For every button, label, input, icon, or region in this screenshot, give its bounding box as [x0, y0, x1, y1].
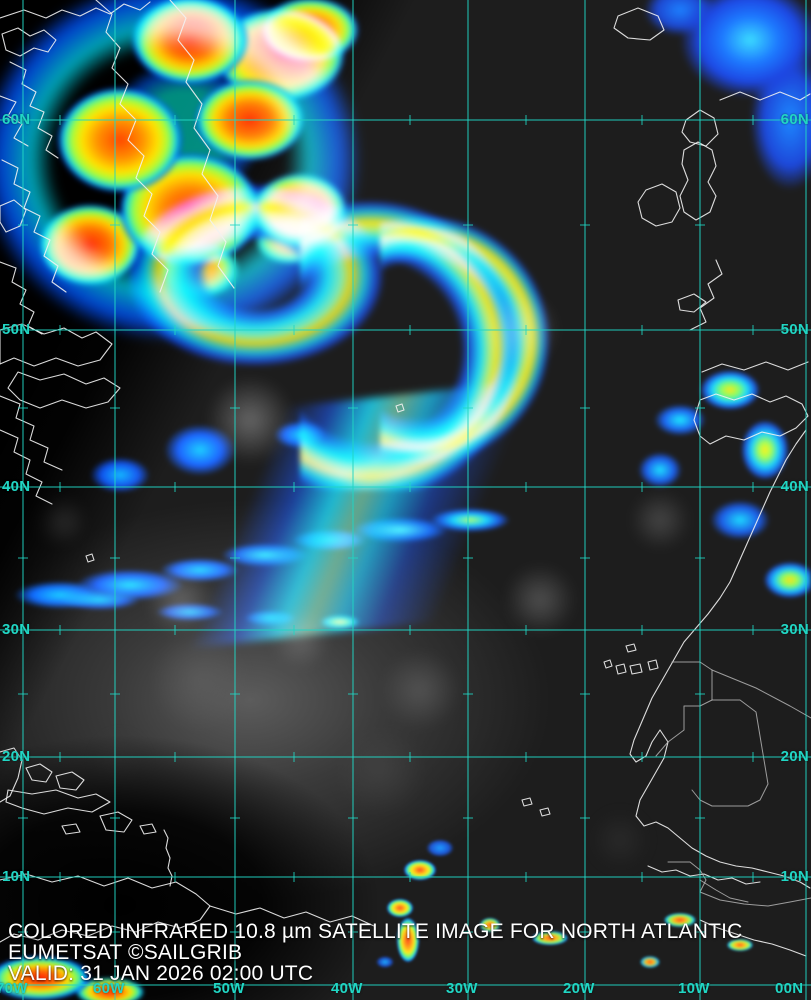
- lat-label-right-30n: 30N: [780, 621, 809, 638]
- caption-source: EUMETSAT ©SAILGRIB: [8, 941, 243, 964]
- lat-label-right-50n: 50N: [780, 321, 809, 338]
- lat-label-left-20n: 20N: [2, 748, 31, 765]
- lat-label-left-50n: 50N: [2, 321, 31, 338]
- lon-label-40w: 40W: [331, 980, 363, 997]
- lon-label-20w: 20W: [563, 980, 595, 997]
- itcz-convection-cluster: [330, 830, 630, 1000]
- lat-label-right-60n: 60N: [780, 111, 809, 128]
- lon-label-30w: 30W: [446, 980, 478, 997]
- lat-label-right-40n: 40N: [780, 478, 809, 495]
- lat-label-left-60n: 60N: [2, 111, 31, 128]
- lon-label-50w: 50W: [213, 980, 245, 997]
- caption-title: COLORED INFRARED 10.8 µm SATELLITE IMAGE…: [8, 920, 743, 943]
- north-of-scotland-cloud: [640, 0, 811, 190]
- lat-label-left-10n: 10N: [2, 868, 31, 885]
- lon-label-00n: 00N: [775, 980, 804, 997]
- caption-block: COLORED INFRARED 10.8 µm SATELLITE IMAGE…: [8, 921, 743, 984]
- lon-label-70w: 70W: [0, 980, 28, 997]
- lat-label-left-40n: 40N: [2, 478, 31, 495]
- lat-label-right-20n: 20N: [780, 748, 809, 765]
- lat-label-left-30n: 30N: [2, 621, 31, 638]
- lon-label-10w: 10W: [678, 980, 710, 997]
- midocean-cells: [40, 560, 400, 650]
- caption-validity: VALID: 31 JAN 2026 02:00 UTC: [8, 962, 314, 985]
- north-cold-top-blob: [230, 0, 390, 100]
- lon-label-60w: 60W: [93, 980, 125, 997]
- lat-label-right-10n: 10N: [780, 868, 809, 885]
